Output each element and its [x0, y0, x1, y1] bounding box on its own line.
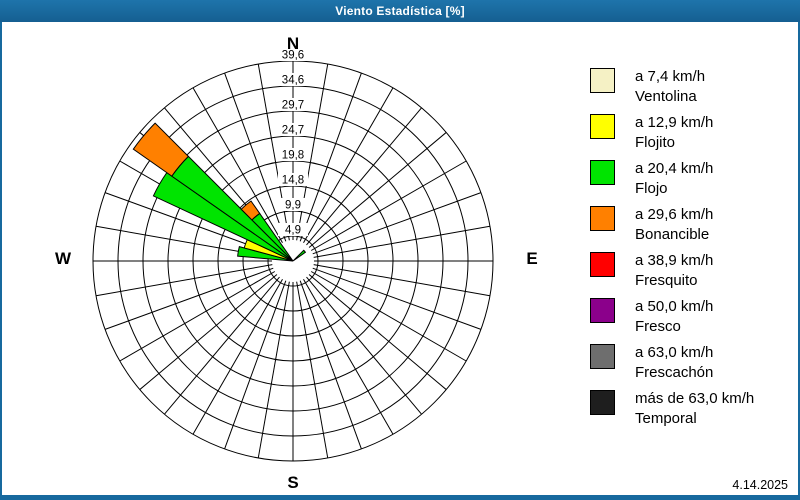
- legend-item: a 12,9 km/h Flojito: [590, 113, 795, 153]
- grid-spoke: [139, 274, 278, 390]
- grid-spoke: [306, 107, 422, 246]
- legend-swatch: [590, 298, 615, 323]
- grid-spoke: [303, 87, 394, 244]
- legend-item: a 50,0 km/h Fresco: [590, 297, 795, 337]
- legend-speed: a 29,6 km/h: [635, 206, 714, 223]
- legend-swatch: [590, 114, 615, 139]
- legend-item: más de 63,0 km/h Temporal: [590, 389, 795, 429]
- ring-label-bg: [278, 123, 308, 136]
- legend-label: a 7,4 km/h Ventolina: [635, 67, 705, 107]
- compass-label-w: W: [55, 249, 72, 268]
- legend-speed: a 7,4 km/h: [635, 68, 706, 85]
- legend-swatch: [590, 344, 615, 369]
- grid-spoke: [296, 281, 329, 459]
- legend-class-name: Flojito: [635, 134, 676, 151]
- legend-label: más de 63,0 km/h Temporal: [635, 389, 754, 429]
- grid-spoke: [313, 264, 491, 297]
- legend-class-name: Ventolina: [635, 88, 697, 105]
- legend-speed: más de 63,0 km/h: [635, 390, 755, 407]
- legend-class-name: Temporal: [635, 410, 697, 427]
- legend-label: a 20,4 km/h Flojo: [635, 159, 713, 199]
- window-title: Viento Estadística [%]: [335, 4, 465, 18]
- grid-spoke: [308, 132, 447, 248]
- grid-spoke: [299, 280, 362, 450]
- wind-sector-wedge: [292, 249, 307, 262]
- legend-speed: a 63,0 km/h: [635, 344, 714, 361]
- legend-label: a 50,0 km/h Fresco: [635, 297, 713, 337]
- grid-spoke: [313, 225, 491, 258]
- grid-spoke: [224, 280, 287, 450]
- wind-sector-wedge: [240, 200, 261, 221]
- ring-label: 4,9: [285, 225, 301, 237]
- grid-spoke: [192, 87, 283, 244]
- wind-sector-wedge: [152, 171, 294, 262]
- grid-spoke: [104, 267, 274, 330]
- legend: a 7,4 km/h Ventolina a 12,9 km/h Flojito a 2…: [590, 67, 795, 435]
- ring-label-bg: [278, 198, 308, 211]
- legend-item: a 38,9 km/h Fresquito: [590, 251, 795, 291]
- grid-spoke: [164, 276, 280, 415]
- compass-label-n: N: [287, 34, 299, 53]
- compass-label-s: S: [287, 473, 298, 492]
- legend-speed: a 20,4 km/h: [635, 160, 714, 177]
- legend-class-name: Fresquito: [635, 272, 698, 289]
- ring-label-bg: [278, 148, 308, 161]
- ring-label: 39,6: [282, 50, 304, 62]
- legend-class-name: Flojo: [635, 180, 668, 197]
- ring-label: 9,9: [285, 200, 301, 212]
- ring-label: 24,7: [282, 125, 304, 137]
- legend-swatch: [590, 160, 615, 185]
- grid-spoke: [119, 271, 276, 362]
- wind-sectors: [132, 122, 307, 262]
- legend-swatch: [590, 252, 615, 277]
- legend-swatch: [590, 390, 615, 415]
- legend-label: a 38,9 km/h Fresquito: [635, 251, 713, 291]
- grid-spoke: [310, 271, 467, 362]
- legend-speed: a 12,9 km/h: [635, 114, 714, 131]
- grid-spoke: [303, 278, 394, 435]
- wind-sector-wedge: [132, 122, 190, 177]
- legend-class-name: Bonancible: [635, 226, 710, 243]
- legend-class-name: Frescachón: [635, 364, 714, 381]
- legend-speed: a 38,9 km/h: [635, 252, 714, 269]
- compass-label-e: E: [526, 249, 537, 268]
- ring-label: 29,7: [282, 100, 304, 112]
- ring-label-bg: [278, 73, 308, 86]
- grid-spoke: [308, 274, 447, 390]
- ring-label-bg: [278, 223, 308, 236]
- ring-label: 34,6: [282, 75, 304, 87]
- legend-swatch: [590, 68, 615, 93]
- legend-label: a 12,9 km/h Flojito: [635, 113, 713, 153]
- grid-spoke: [224, 72, 287, 242]
- grid-spoke: [192, 278, 283, 435]
- legend-swatch: [590, 206, 615, 231]
- grid-spoke: [312, 192, 482, 255]
- legend-speed: a 50,0 km/h: [635, 298, 714, 315]
- legend-item: a 63,0 km/h Frescachón: [590, 343, 795, 383]
- legend-class-name: Fresco: [635, 318, 681, 335]
- ring-label: 19,8: [282, 150, 304, 162]
- legend-item: a 29,6 km/h Bonancible: [590, 205, 795, 245]
- wind-rose-chart: 4,9 9,9 14,8 19,8 24,7 29,7 34,6 39,6N S W E: [55, 34, 538, 492]
- chart-panel: 4,9 9,9 14,8 19,8 24,7 29,7 34,6 39,6 N S W E a 7,4…: [2, 22, 798, 495]
- ring-label: 14,8: [282, 175, 304, 187]
- legend-label: a 29,6 km/h Bonancible: [635, 205, 713, 245]
- ring-label-bg: [278, 98, 308, 111]
- legend-label: a 63,0 km/h Frescachón: [635, 343, 713, 383]
- ring-label-bg: [278, 173, 308, 186]
- grid-spoke: [257, 281, 290, 459]
- grid-spoke: [312, 267, 482, 330]
- ring-label-bg: [278, 48, 308, 61]
- grid-spoke: [310, 160, 467, 251]
- ring-labels: 4,9 9,9 14,8 19,8 24,7 29,7 34,6 39,6: [278, 48, 308, 237]
- compass-labels: N S W E: [55, 34, 538, 492]
- date-label: 4.14.2025: [732, 478, 788, 492]
- grid-spoke: [306, 276, 422, 415]
- window-titlebar[interactable]: Viento Estadística [%]: [0, 0, 800, 22]
- legend-item: a 7,4 km/h Ventolina: [590, 67, 795, 107]
- legend-item: a 20,4 km/h Flojo: [590, 159, 795, 199]
- grid-spoke: [299, 72, 362, 242]
- grid-spoke: [95, 264, 273, 297]
